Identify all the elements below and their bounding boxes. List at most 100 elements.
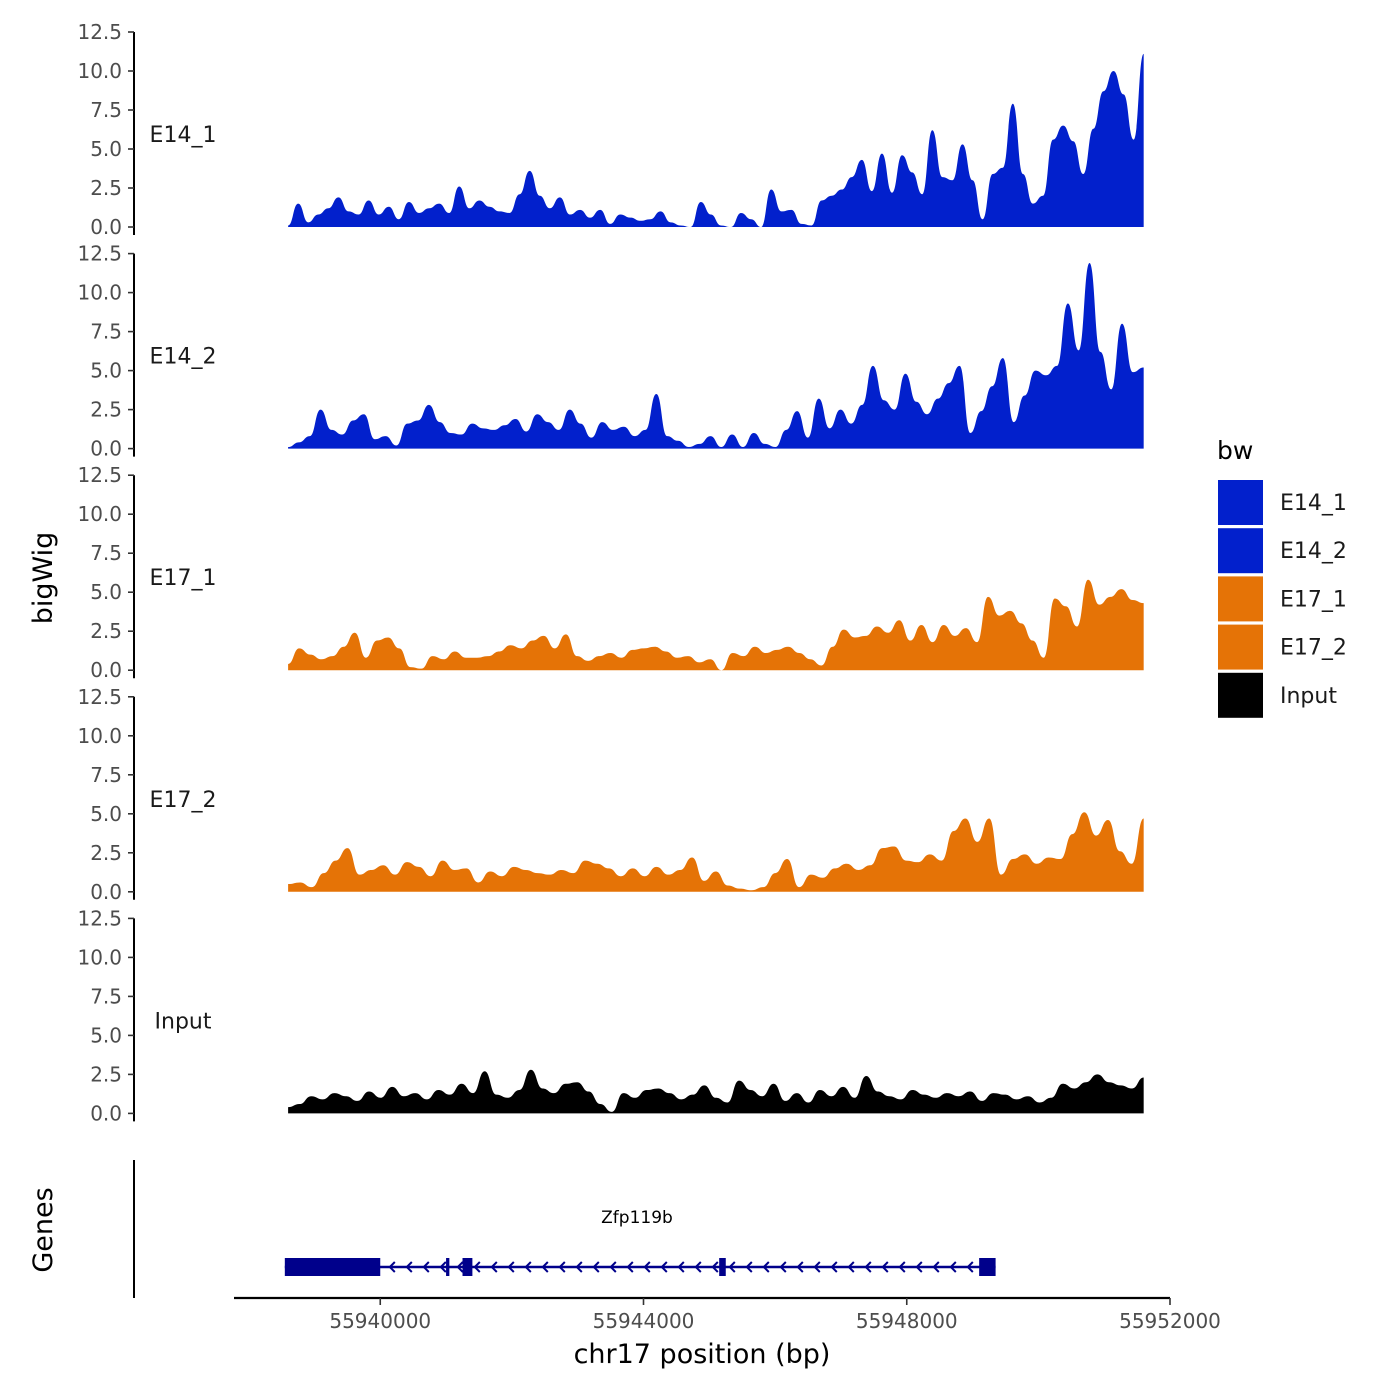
signal-area-Input: [288, 1069, 1144, 1114]
strand-arrow: [660, 1261, 668, 1273]
strand-arrow: [779, 1261, 787, 1273]
y-tick-label: 12.5: [77, 20, 122, 44]
y-tick-label: 10.0: [77, 502, 122, 526]
y-tick-label: 2.5: [90, 1062, 122, 1086]
strand-arrow: [422, 1261, 430, 1273]
track-label: Input: [155, 1009, 212, 1034]
y-tick-label: 2.5: [90, 398, 122, 422]
strand-arrow: [626, 1261, 634, 1273]
y-tick-label: 5.0: [90, 359, 122, 383]
strand-arrow: [473, 1261, 481, 1273]
signal-area-E14_1: [288, 53, 1144, 227]
y-tick-label: 7.5: [90, 98, 122, 122]
strand-arrow: [796, 1261, 804, 1273]
y-tick-label: 2.5: [90, 619, 122, 643]
track-E14_1: 0.0 2.5 5.0 7.5 10.0 12.5 E14_1: [77, 20, 1144, 239]
track-E17_1: 0.0 2.5 5.0 7.5 10.0 12.5 E17_1: [77, 463, 1144, 682]
gene-track: Genes Zfp119b: [28, 1160, 996, 1298]
strand-arrow: [711, 1261, 719, 1273]
track-label: E14_2: [150, 345, 217, 370]
strand-arrow: [439, 1261, 447, 1273]
y-tick-label: 2.5: [90, 176, 122, 200]
y-tick-label: 5.0: [90, 802, 122, 826]
gene-exon: [462, 1258, 473, 1276]
strand-arrow: [694, 1261, 702, 1273]
y-tick-label: 12.5: [77, 463, 122, 487]
gene-exon: [719, 1258, 726, 1276]
legend-swatch-E14_1: [1218, 480, 1263, 525]
strand-arrow: [507, 1261, 515, 1273]
y-tick-label: 0.0: [90, 880, 122, 904]
y-tick-label: 5.0: [90, 1023, 122, 1047]
strand-arrow: [558, 1261, 566, 1273]
signal-area-E17_2: [288, 812, 1144, 892]
strand-arrow: [490, 1261, 498, 1273]
track-Input: 0.0 2.5 5.0 7.5 10.0 12.5 Input: [77, 906, 1144, 1125]
signal-area-E14_2: [288, 262, 1144, 449]
x-axis-title: chr17 position (bp): [574, 1339, 831, 1370]
legend-swatch-Input: [1218, 672, 1263, 718]
x-tick-label: 55944000: [593, 1309, 695, 1333]
legend-title: bw: [1217, 436, 1253, 465]
y-tick-label: 10.0: [77, 724, 122, 748]
strand-arrow: [898, 1261, 906, 1273]
strand-arrow: [881, 1261, 889, 1273]
strand-arrow: [949, 1261, 957, 1273]
x-tick-label: 55952000: [1119, 1309, 1221, 1333]
y-tick-label: 7.5: [90, 541, 122, 565]
y-tick-label: 0.0: [90, 215, 122, 239]
signal-area-E17_1: [288, 579, 1144, 671]
strand-arrow: [728, 1261, 736, 1273]
gene-exon: [979, 1258, 996, 1276]
track-E14_2: 0.0 2.5 5.0 7.5 10.0 12.5 E14_2: [77, 242, 1144, 461]
y-tick-label: 2.5: [90, 841, 122, 865]
track-label: E14_1: [150, 123, 217, 148]
strand-arrow: [592, 1261, 600, 1273]
gene-track-ylabel: Genes: [28, 1187, 59, 1272]
strand-arrow: [830, 1261, 838, 1273]
track-label: E17_2: [150, 788, 217, 813]
strand-arrow: [405, 1261, 413, 1273]
y-tick-label: 0.0: [90, 1101, 122, 1125]
x-axis: 55940000 55944000 55948000 55952000 chr17 p…: [234, 1296, 1221, 1370]
y-tick-label: 5.0: [90, 137, 122, 161]
legend-label: E14_2: [1280, 539, 1347, 564]
strand-arrow: [847, 1261, 855, 1273]
strand-arrow: [932, 1261, 940, 1273]
strand-arrow: [915, 1261, 923, 1273]
y-tick-label: 7.5: [90, 320, 122, 344]
legend-swatch-E17_2: [1218, 624, 1263, 670]
strand-arrow: [456, 1261, 464, 1273]
strand-arrow: [762, 1261, 770, 1273]
x-tick-label: 55940000: [329, 1309, 431, 1333]
gene-exon: [284, 1258, 381, 1276]
signal-tracks: 0.0 2.5 5.0 7.5 10.0 12.5 E14_1 0.0 2.5 5.0 7.5 10.…: [77, 20, 1144, 1125]
strand-arrow: [643, 1261, 651, 1273]
x-tick-label: 55948000: [856, 1309, 958, 1333]
gene-label: Zfp119b: [601, 1208, 673, 1228]
y-tick-label: 0.0: [90, 437, 122, 461]
gene-exon: [446, 1258, 450, 1276]
y-tick-label: 10.0: [77, 945, 122, 969]
y-tick-label: 10.0: [77, 281, 122, 305]
strand-arrow: [966, 1261, 974, 1273]
legend: bw E14_1 E14_2 E17_1 E17_2 Input: [1217, 436, 1347, 718]
strand-arrow: [864, 1261, 872, 1273]
track-label: E17_1: [150, 566, 217, 591]
y-tick-label: 12.5: [77, 242, 122, 266]
y-tick-label: 12.5: [77, 685, 122, 709]
y-tick-label: 7.5: [90, 984, 122, 1008]
strand-arrow: [388, 1261, 396, 1273]
y-tick-label: 10.0: [77, 59, 122, 83]
strand-arrow: [609, 1261, 617, 1273]
strand-arrow: [575, 1261, 583, 1273]
strand-arrow: [541, 1261, 549, 1273]
track-E17_2: 0.0 2.5 5.0 7.5 10.0 12.5 E17_2: [77, 685, 1144, 904]
legend-swatch-E14_2: [1218, 528, 1263, 574]
legend-label: E17_1: [1280, 587, 1347, 612]
y-axis-title: bigWig: [28, 532, 59, 625]
strand-arrow: [745, 1261, 753, 1273]
legend-swatch-E17_1: [1218, 576, 1263, 622]
strand-arrow: [677, 1261, 685, 1273]
